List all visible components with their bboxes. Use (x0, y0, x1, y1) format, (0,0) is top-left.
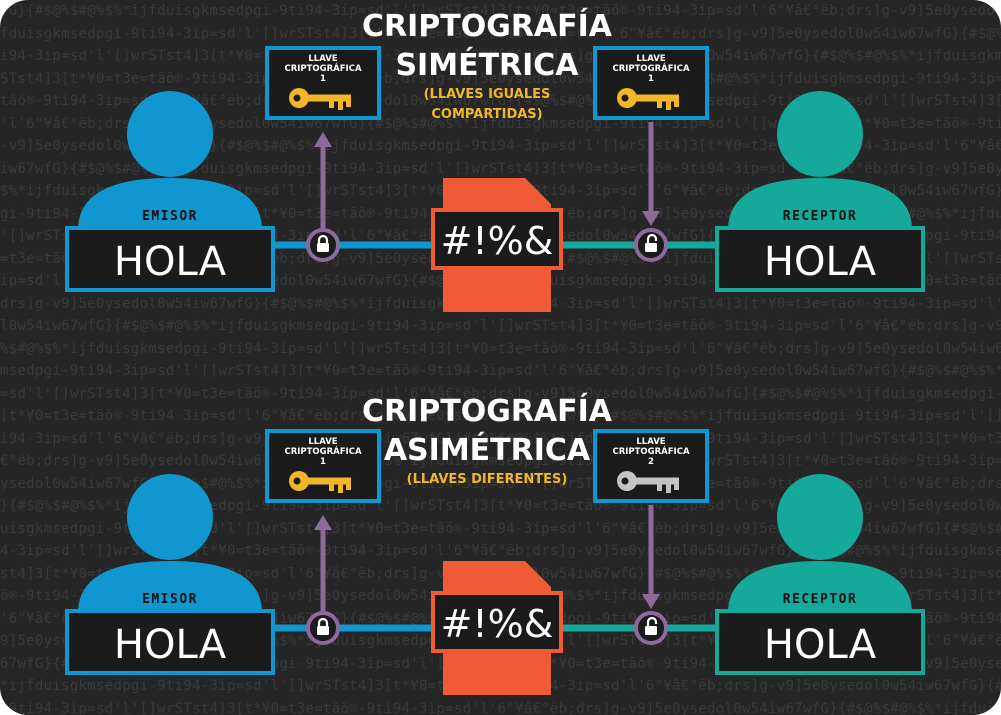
key-icon (289, 88, 351, 110)
left-key-box (265, 429, 381, 503)
section-title-line2: ASIMÉTRICA (384, 432, 591, 468)
lock-shackle (317, 617, 329, 626)
section-subtitle-line2: COMPARTIDAS) (431, 107, 542, 122)
left-key-line2: CRIPTOGRÁFICA (284, 62, 362, 74)
lock-shackle (646, 233, 658, 243)
left-key-box (265, 46, 381, 120)
receiver-head (777, 474, 863, 560)
right-key-line3: 1 (648, 74, 654, 84)
section-title-line1: CRIPTOGRAFÍA (362, 393, 613, 429)
lock-open-icon (645, 616, 658, 635)
key-tooth (338, 484, 343, 493)
right-key-line1: LLAVE (636, 437, 665, 447)
right-key-arrow-head (642, 211, 660, 226)
cipher-text-box (431, 208, 563, 270)
lock-open-icon (645, 233, 658, 252)
lock-body (317, 243, 329, 252)
lock-body (645, 243, 657, 252)
right-key-line1: LLAVE (636, 54, 665, 64)
key-tooth (674, 101, 679, 107)
key-bow-hole (293, 94, 301, 102)
sender-shoulders (78, 561, 262, 613)
key-icon (617, 88, 679, 110)
key-tooth (346, 101, 351, 107)
receiver-message-text: HOLA (764, 239, 877, 285)
sender-message-text: HOLA (114, 239, 227, 285)
lock-closed-icon (317, 234, 329, 252)
sender-message-box (65, 226, 275, 292)
section-subtitle-line1: (LLAVES DIFERENTES) (407, 472, 568, 487)
left-key-line2: CRIPTOGRÁFICA (284, 445, 362, 457)
receiver-shoulders (728, 178, 912, 230)
key-shaft (635, 94, 679, 102)
lock-closed-icon (317, 617, 329, 635)
key-tooth (329, 101, 334, 108)
cipher-text: #!%& (441, 602, 554, 646)
receiver-role-label: RECEPTOR (783, 592, 858, 607)
left-key-arrow-head (314, 515, 332, 530)
key-tooth (346, 484, 351, 490)
sender-shoulders (78, 178, 262, 230)
right-key-arrow-head (642, 594, 660, 609)
receiver-shoulders (728, 561, 912, 613)
left-key-line3: 1 (320, 74, 326, 84)
receiver-message-box (715, 609, 925, 675)
key-icon (617, 471, 679, 493)
right-key-line2: CRIPTOGRÁFICA (612, 62, 690, 74)
right-key-box (593, 46, 709, 120)
section-title-line1: CRIPTOGRAFÍA (362, 8, 613, 44)
left-key-arrow-head (314, 132, 332, 147)
section-title-line2: SIMÉTRICA (395, 47, 579, 83)
key-icon (289, 471, 351, 493)
left-key-line1: LLAVE (308, 54, 337, 64)
key-tooth (674, 484, 679, 490)
key-tooth (338, 101, 343, 110)
cipher-text-box (431, 591, 563, 653)
sender-role-label: EMISOR (142, 592, 198, 607)
sender-head (127, 474, 213, 560)
section-subtitle-line1: (LLAVES IGUALES (424, 87, 551, 102)
sender-message-box (65, 609, 275, 675)
sender-head (127, 91, 213, 177)
key-bow-hole (621, 477, 629, 485)
key-tooth (329, 484, 334, 491)
sender-role-label: EMISOR (142, 209, 198, 224)
receiver-message-text: HOLA (764, 622, 877, 668)
sender-message-text: HOLA (114, 622, 227, 668)
receiver-head (777, 91, 863, 177)
key-tooth (666, 484, 671, 493)
lock-body (317, 626, 329, 635)
key-shaft (307, 94, 351, 102)
receiver-role-label: RECEPTOR (783, 209, 858, 224)
key-tooth (657, 484, 662, 491)
right-key-line3: 2 (648, 457, 654, 467)
key-bow-hole (621, 94, 629, 102)
cipher-text: #!%& (441, 219, 554, 263)
key-tooth (666, 101, 671, 110)
left-key-line1: LLAVE (308, 437, 337, 447)
lock-shackle (646, 616, 658, 626)
key-bow-hole (293, 477, 301, 485)
right-key-box (593, 429, 709, 503)
lock-body (645, 626, 657, 635)
key-shaft (307, 477, 351, 485)
key-tooth (657, 101, 662, 108)
lock-shackle (317, 234, 329, 243)
receiver-message-box (715, 226, 925, 292)
right-key-line2: CRIPTOGRÁFICA (612, 445, 690, 457)
key-shaft (635, 477, 679, 485)
left-key-line3: 1 (320, 457, 326, 467)
